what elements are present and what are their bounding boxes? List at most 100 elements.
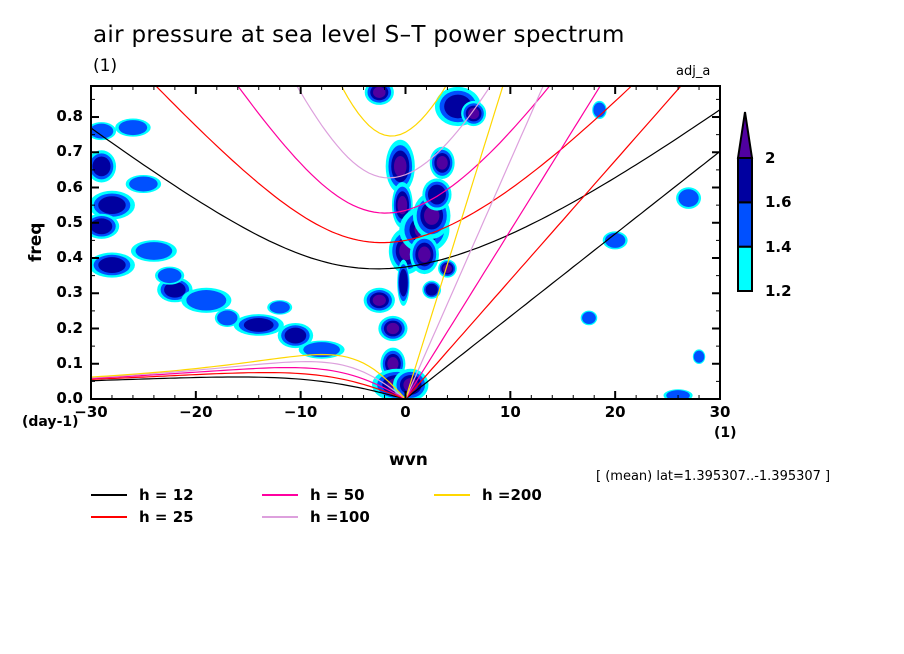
- ig-curve: [296, 86, 492, 179]
- rossby-curve: [91, 372, 406, 399]
- contour-patch: [427, 184, 446, 205]
- legend-item: h =200: [434, 486, 542, 504]
- legend-swatch: [434, 494, 470, 496]
- axis-ticks: [90, 86, 721, 400]
- chart-title: air pressure at sea level S–T power spec…: [93, 22, 625, 48]
- contour-patch: [387, 356, 399, 371]
- contour-patch: [693, 350, 705, 363]
- legend-swatch: [91, 516, 127, 518]
- contour-patch: [269, 301, 290, 314]
- contour-patch: [118, 120, 148, 136]
- y-tick-label: 0.1: [56, 353, 83, 372]
- contour-patch: [91, 218, 113, 235]
- contour-patch: [373, 86, 386, 98]
- colorbar-segment: [737, 245, 753, 293]
- contour-patch: [393, 155, 407, 177]
- rossby-curve: [91, 353, 406, 399]
- ig-curve: [91, 109, 720, 270]
- x-axis-label: wvn: [389, 450, 428, 470]
- colorbar-segment: [737, 157, 753, 204]
- legend-label: h =200: [482, 486, 542, 504]
- kelvin-curve: [405, 150, 720, 399]
- contour-patch: [436, 156, 448, 170]
- x-tick-label: 30: [709, 403, 731, 421]
- legend-label: h = 50: [310, 486, 365, 504]
- rossby-curve: [91, 376, 406, 399]
- legend-label: h = 12: [139, 486, 194, 504]
- contour-patch: [157, 268, 182, 284]
- legend-item: h = 12: [91, 486, 194, 504]
- x-tick-label: 0: [400, 403, 411, 421]
- contour-patch: [98, 257, 126, 273]
- kelvin-curve: [405, 86, 682, 399]
- footnote: [ (mean) lat=1.395307..-1.395307 ]: [596, 469, 831, 484]
- colorbar-label: 1.2: [765, 282, 792, 300]
- contour-patch: [243, 318, 274, 332]
- contour-patch: [164, 281, 186, 298]
- contour-patch: [91, 123, 114, 139]
- ig-curve: [155, 86, 633, 244]
- x-tick-label: 10: [499, 403, 521, 421]
- colorbar-label: 2: [765, 149, 776, 167]
- contour-patch: [468, 107, 480, 120]
- colorbar-segment: [737, 201, 753, 248]
- contour-patch: [386, 322, 400, 335]
- kelvin-curve: [404, 86, 504, 399]
- run-label: adj_a: [676, 64, 711, 79]
- colorbar-label: 1.4: [765, 237, 792, 256]
- contour-patch: [397, 195, 408, 215]
- legend-swatch: [262, 516, 298, 518]
- contour-patch: [424, 206, 440, 225]
- contour-patch: [418, 246, 431, 263]
- contour-patch: [284, 327, 307, 344]
- x-tick-label: −10: [283, 403, 318, 421]
- legend-swatch: [262, 494, 298, 496]
- rossby-curve: [91, 367, 406, 399]
- ig-curve: [340, 86, 447, 137]
- y-tick-label: 0.4: [56, 248, 83, 266]
- dispersion-curves: [91, 86, 720, 399]
- contour-layer: [91, 86, 706, 399]
- contour-patch: [98, 196, 126, 215]
- contour-patch: [593, 102, 606, 118]
- colorbar: [736, 111, 754, 293]
- y-axis-unit: (day-1): [22, 414, 79, 430]
- colorbar-extend-triangle: [736, 111, 754, 159]
- ig-curve: [237, 86, 551, 214]
- colorbar-label: 1.6: [765, 193, 792, 212]
- contour-patch: [582, 311, 596, 325]
- contour-patch: [217, 310, 238, 326]
- x-axis-unit: (1): [714, 425, 737, 441]
- x-tick-label: −30: [74, 403, 108, 421]
- legend-label: h = 25: [139, 508, 194, 526]
- contour-patch: [186, 290, 227, 311]
- chart-subtitle: (1): [93, 56, 118, 76]
- contour-patch: [678, 189, 699, 207]
- legend-item: h = 50: [262, 486, 365, 504]
- rossby-curve: [91, 361, 406, 399]
- legend-item: h =100: [262, 508, 370, 526]
- kelvin-curve: [404, 86, 601, 399]
- contour-patch: [303, 342, 340, 358]
- contour-patch: [372, 294, 386, 306]
- y-tick-label: 0.7: [56, 142, 83, 161]
- y-tick-label: 0.8: [56, 107, 83, 126]
- contour-patch: [425, 283, 438, 296]
- y-tick-label: 0.3: [56, 283, 83, 302]
- y-tick-label: 0.5: [56, 212, 83, 231]
- contour-patch: [604, 232, 626, 248]
- legend-item: h = 25: [91, 508, 194, 526]
- contour-patch: [666, 390, 690, 399]
- contour-patch: [129, 176, 158, 192]
- y-tick-label: 0.0: [56, 389, 83, 407]
- legend-label: h =100: [310, 508, 370, 526]
- y-tick-label: 0.2: [56, 318, 83, 337]
- contour-patch: [135, 242, 173, 260]
- kelvin-curve: [404, 86, 544, 399]
- y-axis-label: freq: [26, 222, 46, 262]
- contour-patch: [92, 156, 111, 177]
- contour-patch: [399, 268, 408, 297]
- legend-swatch: [91, 494, 127, 496]
- y-tick-label: 0.6: [56, 177, 83, 196]
